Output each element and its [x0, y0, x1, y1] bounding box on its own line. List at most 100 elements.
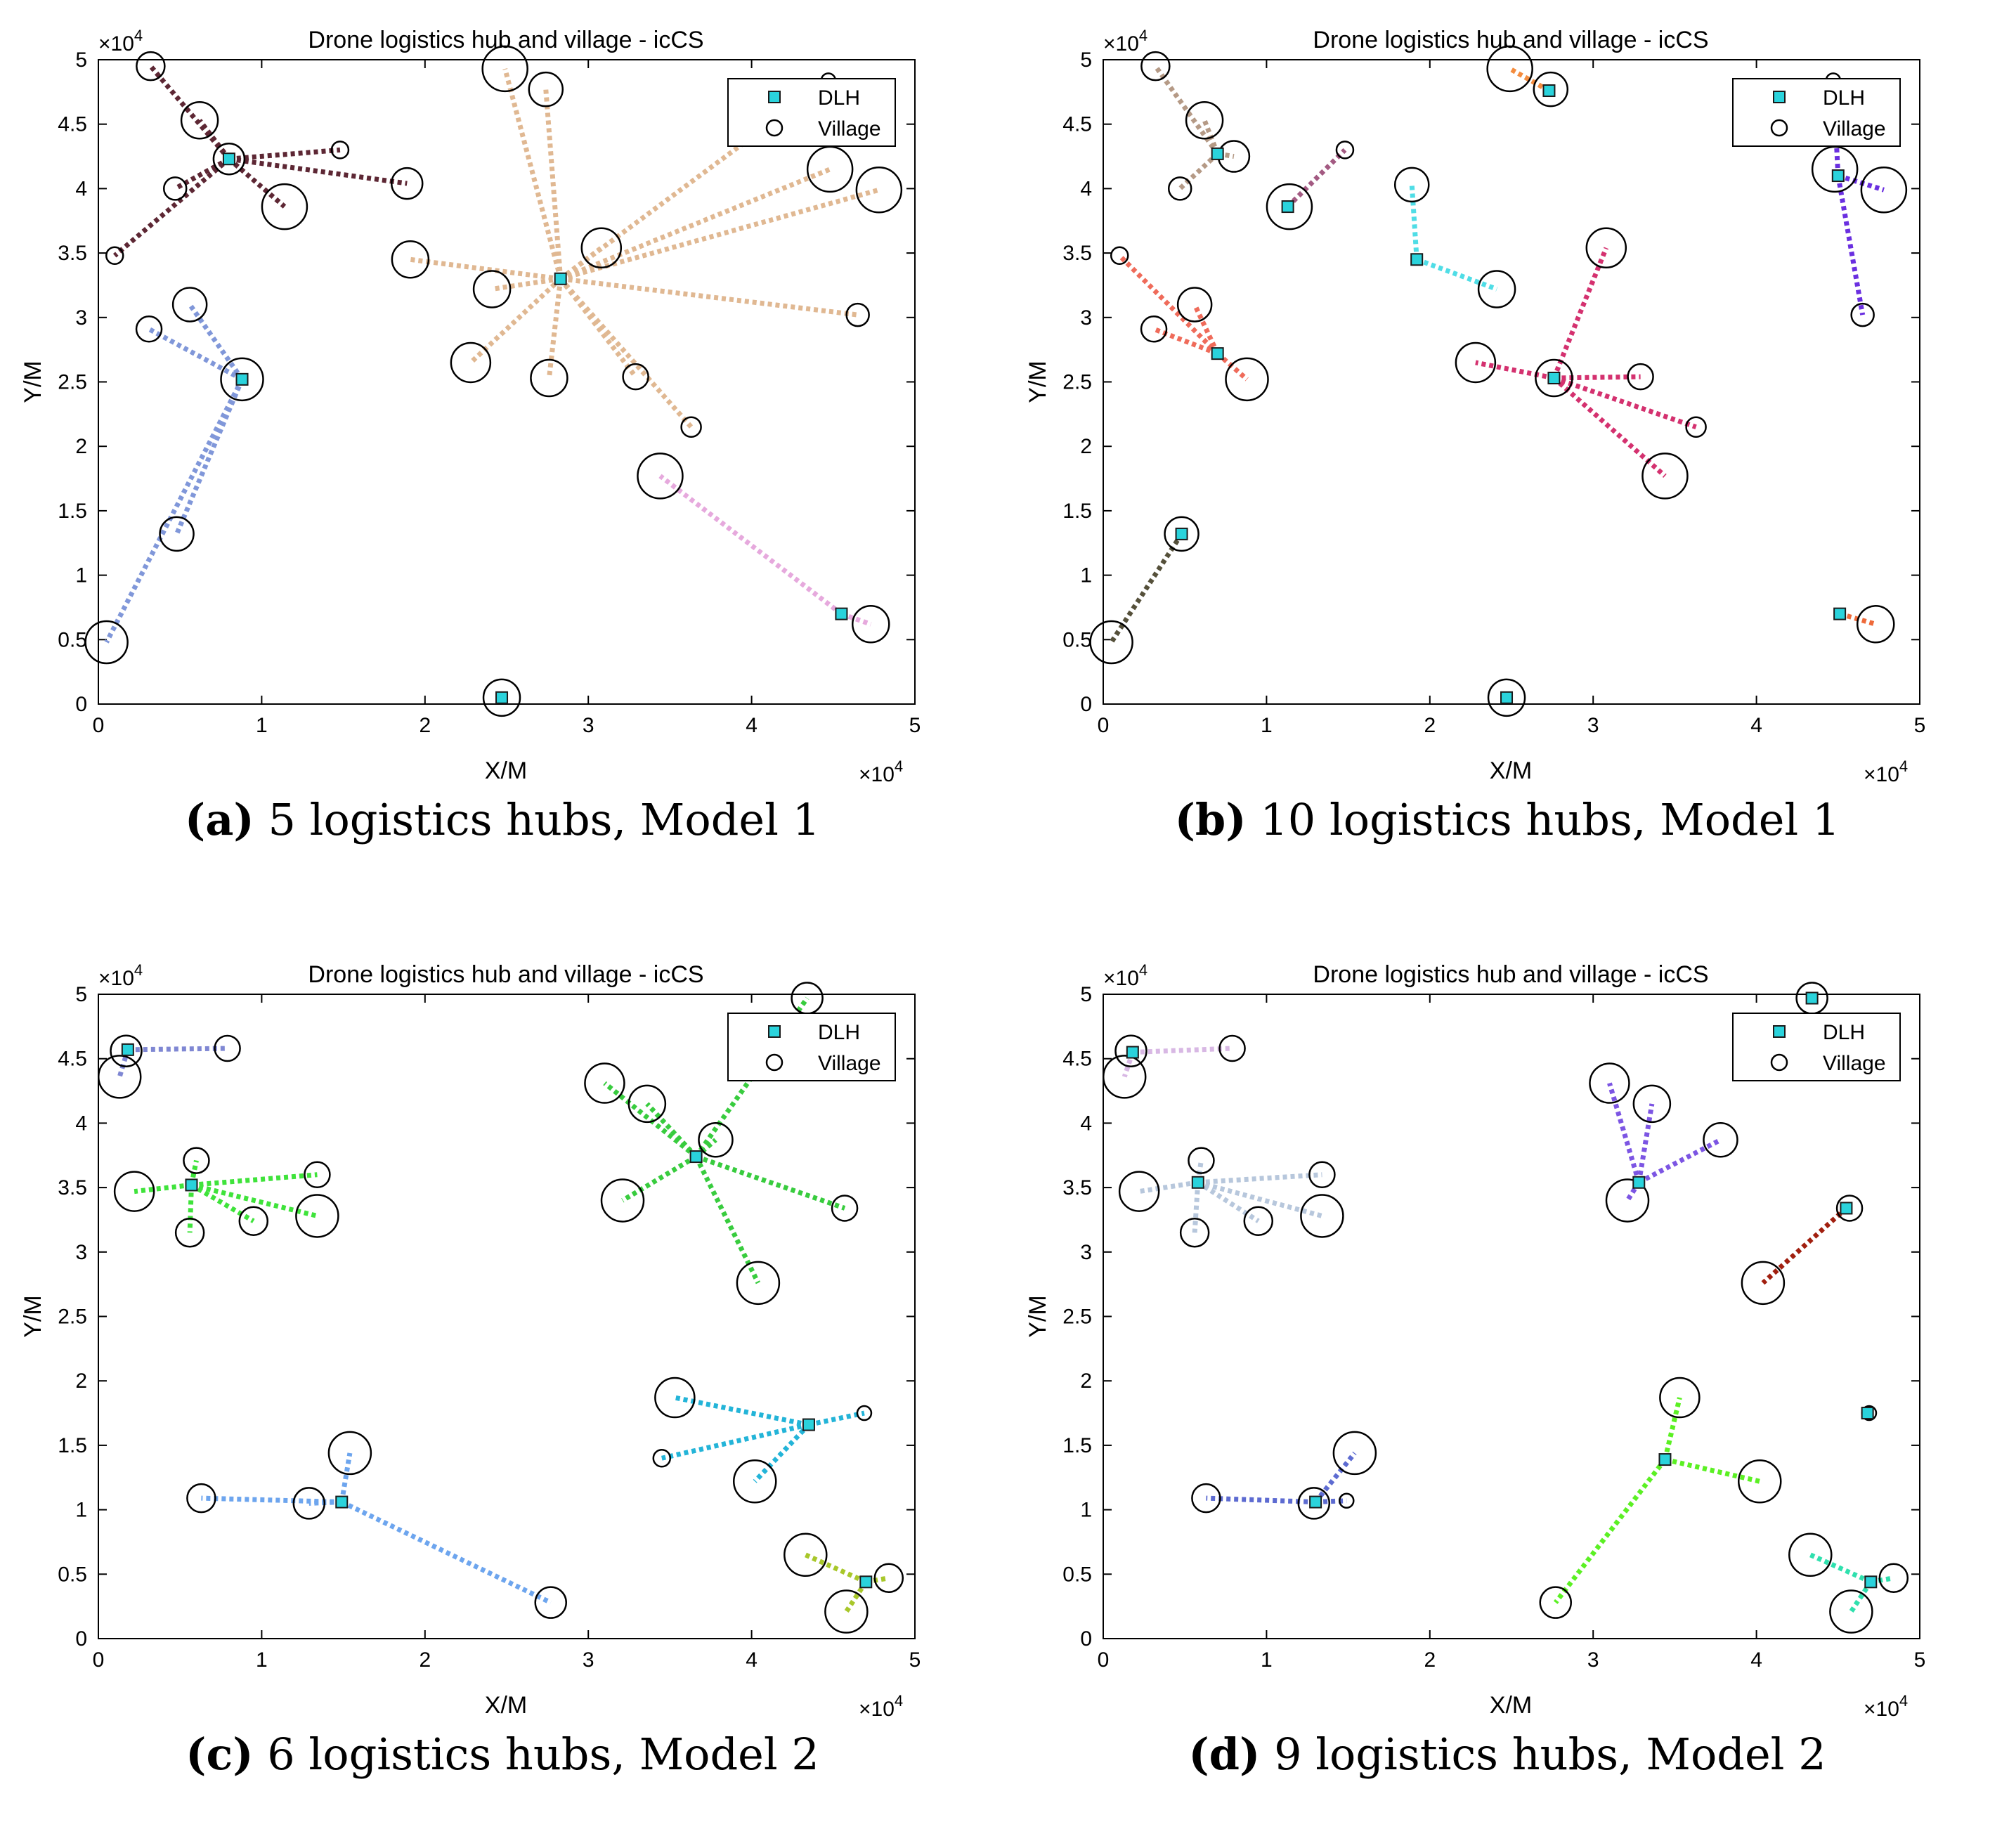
y-tick-label: 4: [1080, 177, 1092, 200]
hub-point-4: [802, 1418, 815, 1431]
village-point: [105, 246, 124, 266]
chart-title: Drone logistics hub and village - icCS: [308, 27, 703, 53]
hub-markers: [222, 152, 848, 704]
plot-area: [1103, 59, 1920, 705]
x-tick-label: 0: [1098, 1648, 1110, 1672]
hub-5-link: [339, 1452, 353, 1503]
y-exponent-label: ×104: [98, 961, 143, 990]
village-point: [1857, 605, 1895, 644]
village-point: [113, 1171, 155, 1212]
chart-svg: 0 1 2 3 4 5 0 0.5 1 1.5 2 2.5 3 3.5 4 4.5 5 Drone logisti…: [1025, 27, 1925, 786]
village-point: [220, 357, 264, 402]
hub-point-6: [859, 1575, 873, 1589]
village-point: [1486, 45, 1533, 93]
village-point: [1632, 1084, 1672, 1124]
hub-point-7: [1831, 169, 1845, 183]
hub-point-10: [1500, 691, 1514, 704]
panel-caption: (d) 9 logistics hubs, Model 2: [1005, 1729, 2009, 1780]
y-tick-label: 3: [1080, 1241, 1092, 1264]
hub-2-link: [174, 378, 245, 535]
hub-3-link: [559, 277, 694, 429]
village-point: [1335, 141, 1355, 160]
y-tick-label: 1.5: [1062, 500, 1092, 523]
village-point: [1641, 453, 1689, 500]
y-tick-label: 3: [75, 1241, 87, 1264]
hub-1-link: [127, 1046, 228, 1053]
village-point: [1243, 1206, 1274, 1237]
village-point: [1339, 1492, 1355, 1509]
hub-2-link: [1286, 148, 1347, 209]
y-tick-label: 1: [1080, 1499, 1092, 1522]
panel-caption: (a) 5 logistics hubs, Model 1: [0, 794, 1005, 845]
y-tick-label: 3: [75, 306, 87, 330]
hub-5-link: [1475, 360, 1555, 381]
hub-point-7: [1309, 1495, 1322, 1509]
y-tick-label: 0: [1080, 1627, 1092, 1651]
y-tick-label: 2: [1080, 435, 1092, 458]
hub-point-4: [1410, 253, 1424, 266]
village-point: [391, 240, 430, 279]
legend-dlh-marker: [1773, 1025, 1786, 1038]
hub-2-link: [1138, 1180, 1199, 1195]
panel-caption-text: 6 logistics hubs, Model 2: [267, 1729, 819, 1780]
hub-8-link: [1849, 1580, 1873, 1613]
y-exponent-base: ×10: [98, 32, 134, 56]
village-point: [856, 1405, 873, 1421]
village-point: [1829, 1589, 1873, 1634]
x-tick-label: 3: [1587, 1648, 1599, 1672]
hub-4-link: [661, 1422, 810, 1461]
x-tick-label: 2: [419, 1648, 431, 1672]
y-exponent-label: ×104: [98, 27, 143, 56]
village-point: [1685, 416, 1707, 438]
y-tick-label: 0.5: [1062, 1563, 1092, 1586]
y-tick-label: 4.5: [1062, 1048, 1092, 1071]
village-point: [1535, 358, 1573, 398]
panel-caption-text: 10 logistics hubs, Model 1: [1260, 794, 1840, 845]
village-point: [1308, 1161, 1336, 1189]
village-point: [136, 51, 166, 82]
x-tick-label: 5: [1914, 1648, 1926, 1672]
y-tick-label: 0.5: [1062, 628, 1092, 651]
chart-svg: 0 1 2 3 4 5 0 0.5 1 1.5 2 2.5 3 3.5 4 4.5 5 Drone logisti…: [1025, 961, 1926, 1721]
village-point: [698, 1121, 734, 1158]
plot-area: [98, 59, 916, 705]
village-markers: [84, 45, 903, 717]
legend: DLH Village: [1732, 1013, 1901, 1081]
legend-dlh-label: DLH: [818, 1021, 860, 1044]
hub-3-link: [1152, 327, 1218, 356]
village-point: [784, 1533, 828, 1577]
x-tick-label: 4: [746, 714, 758, 737]
hub-point-5: [335, 1495, 349, 1509]
village-point: [1487, 678, 1526, 717]
hub-4-link: [1415, 256, 1498, 292]
hub-point-2: [1281, 200, 1294, 214]
village-point: [1102, 1055, 1147, 1099]
village-point: [680, 416, 702, 438]
hub-3-link: [560, 276, 859, 318]
hub-point-3: [689, 1150, 703, 1164]
y-tick-label: 4: [75, 1112, 87, 1135]
village-point: [1164, 516, 1199, 552]
x-exponent-base: ×10: [1864, 763, 1899, 786]
y-tick-label: 0: [75, 693, 87, 716]
village-point: [534, 1586, 567, 1619]
hub-4-link: [1409, 184, 1419, 260]
chart-panel-a: 0 1 2 3 4 5 0 0.5 1 1.5 2 2.5 3 3.5 4 4.5 5 Drone logisti…: [0, 0, 1005, 913]
hub-7-link: [1313, 1451, 1357, 1504]
hub-point-5: [495, 691, 509, 704]
hub-point-6: [1658, 1453, 1672, 1466]
legend-dlh-marker: [768, 1025, 781, 1038]
village-point: [238, 1206, 269, 1237]
village-point: [1300, 1194, 1344, 1238]
y-tick-label: 0: [75, 1627, 87, 1651]
hub-7-link: [1835, 175, 1866, 315]
y-tick-label: 1.5: [58, 1434, 87, 1457]
village-point: [622, 363, 649, 391]
chart-panel-d: 0 1 2 3 4 5 0 0.5 1 1.5 2 2.5 3 3.5 4 4.5 5 Drone logisti…: [1005, 935, 2009, 1848]
y-tick-label: 3.5: [58, 1176, 87, 1199]
y-exponent-power: 4: [1139, 27, 1147, 44]
village-point: [1850, 302, 1875, 327]
hub-3-link: [695, 1154, 846, 1211]
y-axis-label: Y/M: [20, 360, 46, 403]
y-tick-label: 4: [1080, 1112, 1092, 1135]
